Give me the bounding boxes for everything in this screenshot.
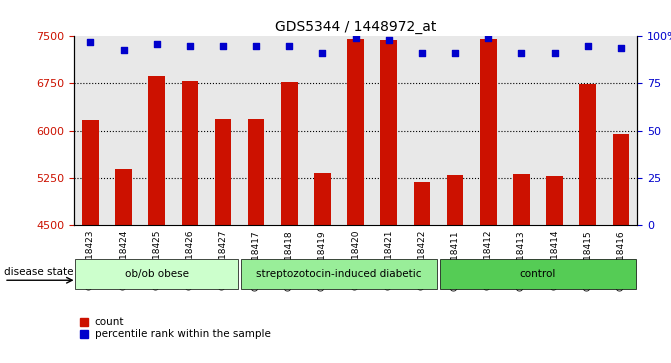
Point (284, 43, 295, 49)
Bar (115, 169, 132, 363)
Point (516, 50, 527, 56)
Bar (348, 39, 364, 363)
Bar (248, 119, 264, 363)
Text: streptozotocin-induced diabetic: streptozotocin-induced diabetic (256, 269, 422, 279)
Point (417, 50, 427, 56)
Point (317, 50, 328, 56)
Bar (182, 81, 198, 363)
Point (217, 43, 228, 49)
Point (185, 43, 195, 49)
Text: control: control (520, 269, 556, 279)
Bar (580, 84, 596, 363)
Point (450, 50, 460, 56)
Bar (380, 40, 397, 363)
FancyBboxPatch shape (75, 259, 238, 289)
Text: disease state: disease state (4, 266, 74, 277)
FancyBboxPatch shape (440, 259, 636, 289)
Point (118, 46, 129, 52)
FancyBboxPatch shape (242, 259, 437, 289)
Bar (413, 182, 430, 363)
Bar (613, 134, 629, 363)
Title: GDS5344 / 1448972_at: GDS5344 / 1448972_at (275, 20, 436, 34)
Point (350, 35, 361, 41)
Bar (546, 176, 563, 363)
Bar (480, 40, 497, 363)
Point (85, 39, 96, 45)
Bar (513, 174, 529, 363)
Point (383, 37, 394, 43)
Bar (148, 76, 165, 363)
Bar (314, 174, 331, 363)
Point (582, 43, 593, 49)
Text: ob/ob obese: ob/ob obese (125, 269, 189, 279)
Point (615, 45, 626, 50)
Point (152, 41, 162, 47)
Bar (82, 120, 99, 363)
Bar (215, 119, 231, 363)
Point (549, 50, 560, 56)
Bar (281, 82, 298, 363)
Bar (447, 175, 464, 363)
Point (251, 43, 262, 49)
Point (483, 35, 494, 41)
Legend: count, percentile rank within the sample: count, percentile rank within the sample (79, 317, 270, 339)
